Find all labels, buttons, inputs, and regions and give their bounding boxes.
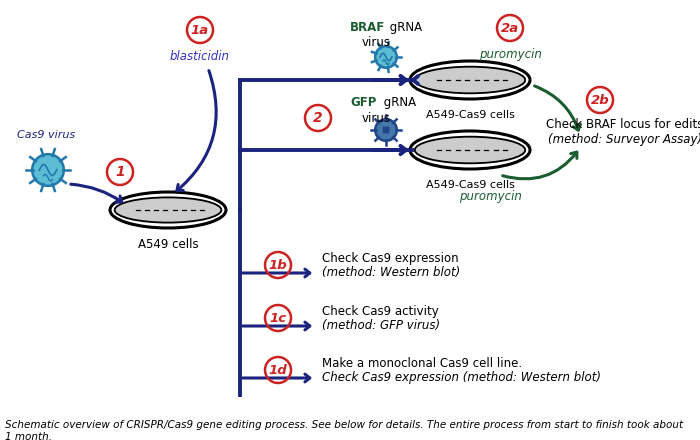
Text: GFP: GFP — [350, 96, 377, 109]
Text: Check BRAF locus for edits: Check BRAF locus for edits — [546, 118, 700, 131]
Text: Schematic overview of CRISPR/Cas9 gene editing process. See below for details. T: Schematic overview of CRISPR/Cas9 gene e… — [5, 420, 683, 440]
Circle shape — [384, 128, 388, 132]
Text: puromycin: puromycin — [458, 190, 522, 203]
Ellipse shape — [115, 198, 221, 223]
Text: A549-Cas9 cells: A549-Cas9 cells — [426, 110, 514, 120]
Circle shape — [375, 46, 397, 68]
Circle shape — [382, 131, 386, 133]
Text: (method: GFP virus): (method: GFP virus) — [322, 319, 440, 332]
Text: gRNA: gRNA — [380, 96, 416, 109]
Text: A549 cells: A549 cells — [138, 238, 198, 251]
Circle shape — [386, 128, 389, 132]
Circle shape — [386, 131, 389, 133]
Text: BRAF: BRAF — [350, 21, 385, 34]
Text: gRNA: gRNA — [386, 21, 422, 34]
Text: blasticidin: blasticidin — [170, 50, 230, 63]
Text: 1d: 1d — [269, 364, 288, 377]
Text: 1a: 1a — [191, 24, 209, 37]
Circle shape — [375, 119, 397, 141]
Ellipse shape — [410, 61, 530, 99]
Text: virus: virus — [362, 36, 391, 49]
Ellipse shape — [110, 192, 226, 228]
Ellipse shape — [410, 131, 530, 169]
Text: 1: 1 — [116, 165, 125, 180]
Text: A549-Cas9 cells: A549-Cas9 cells — [426, 180, 514, 190]
Text: 1b: 1b — [269, 259, 288, 272]
Circle shape — [384, 131, 388, 133]
Text: 2a: 2a — [501, 22, 519, 35]
Circle shape — [382, 126, 386, 129]
Circle shape — [384, 126, 388, 129]
Text: 1c: 1c — [270, 312, 286, 325]
Text: 2b: 2b — [591, 94, 610, 107]
Text: puromycin: puromycin — [479, 48, 541, 61]
Circle shape — [382, 128, 386, 132]
Text: (method: Surveyor Assay): (method: Surveyor Assay) — [548, 133, 700, 146]
Circle shape — [32, 154, 64, 186]
Circle shape — [386, 126, 389, 129]
Text: Check Cas9 expression: Check Cas9 expression — [322, 252, 458, 265]
Text: (method: Western blot): (method: Western blot) — [322, 266, 461, 279]
Text: Make a monoclonal Cas9 cell line.: Make a monoclonal Cas9 cell line. — [322, 357, 522, 370]
Text: 2: 2 — [313, 111, 323, 125]
Text: Check Cas9 activity: Check Cas9 activity — [322, 305, 439, 318]
Text: virus: virus — [362, 112, 391, 125]
Ellipse shape — [415, 67, 525, 93]
Ellipse shape — [415, 137, 525, 163]
Text: Check Cas9 expression (method: Western blot): Check Cas9 expression (method: Western b… — [322, 371, 601, 384]
Text: Cas9 virus: Cas9 virus — [17, 130, 75, 140]
